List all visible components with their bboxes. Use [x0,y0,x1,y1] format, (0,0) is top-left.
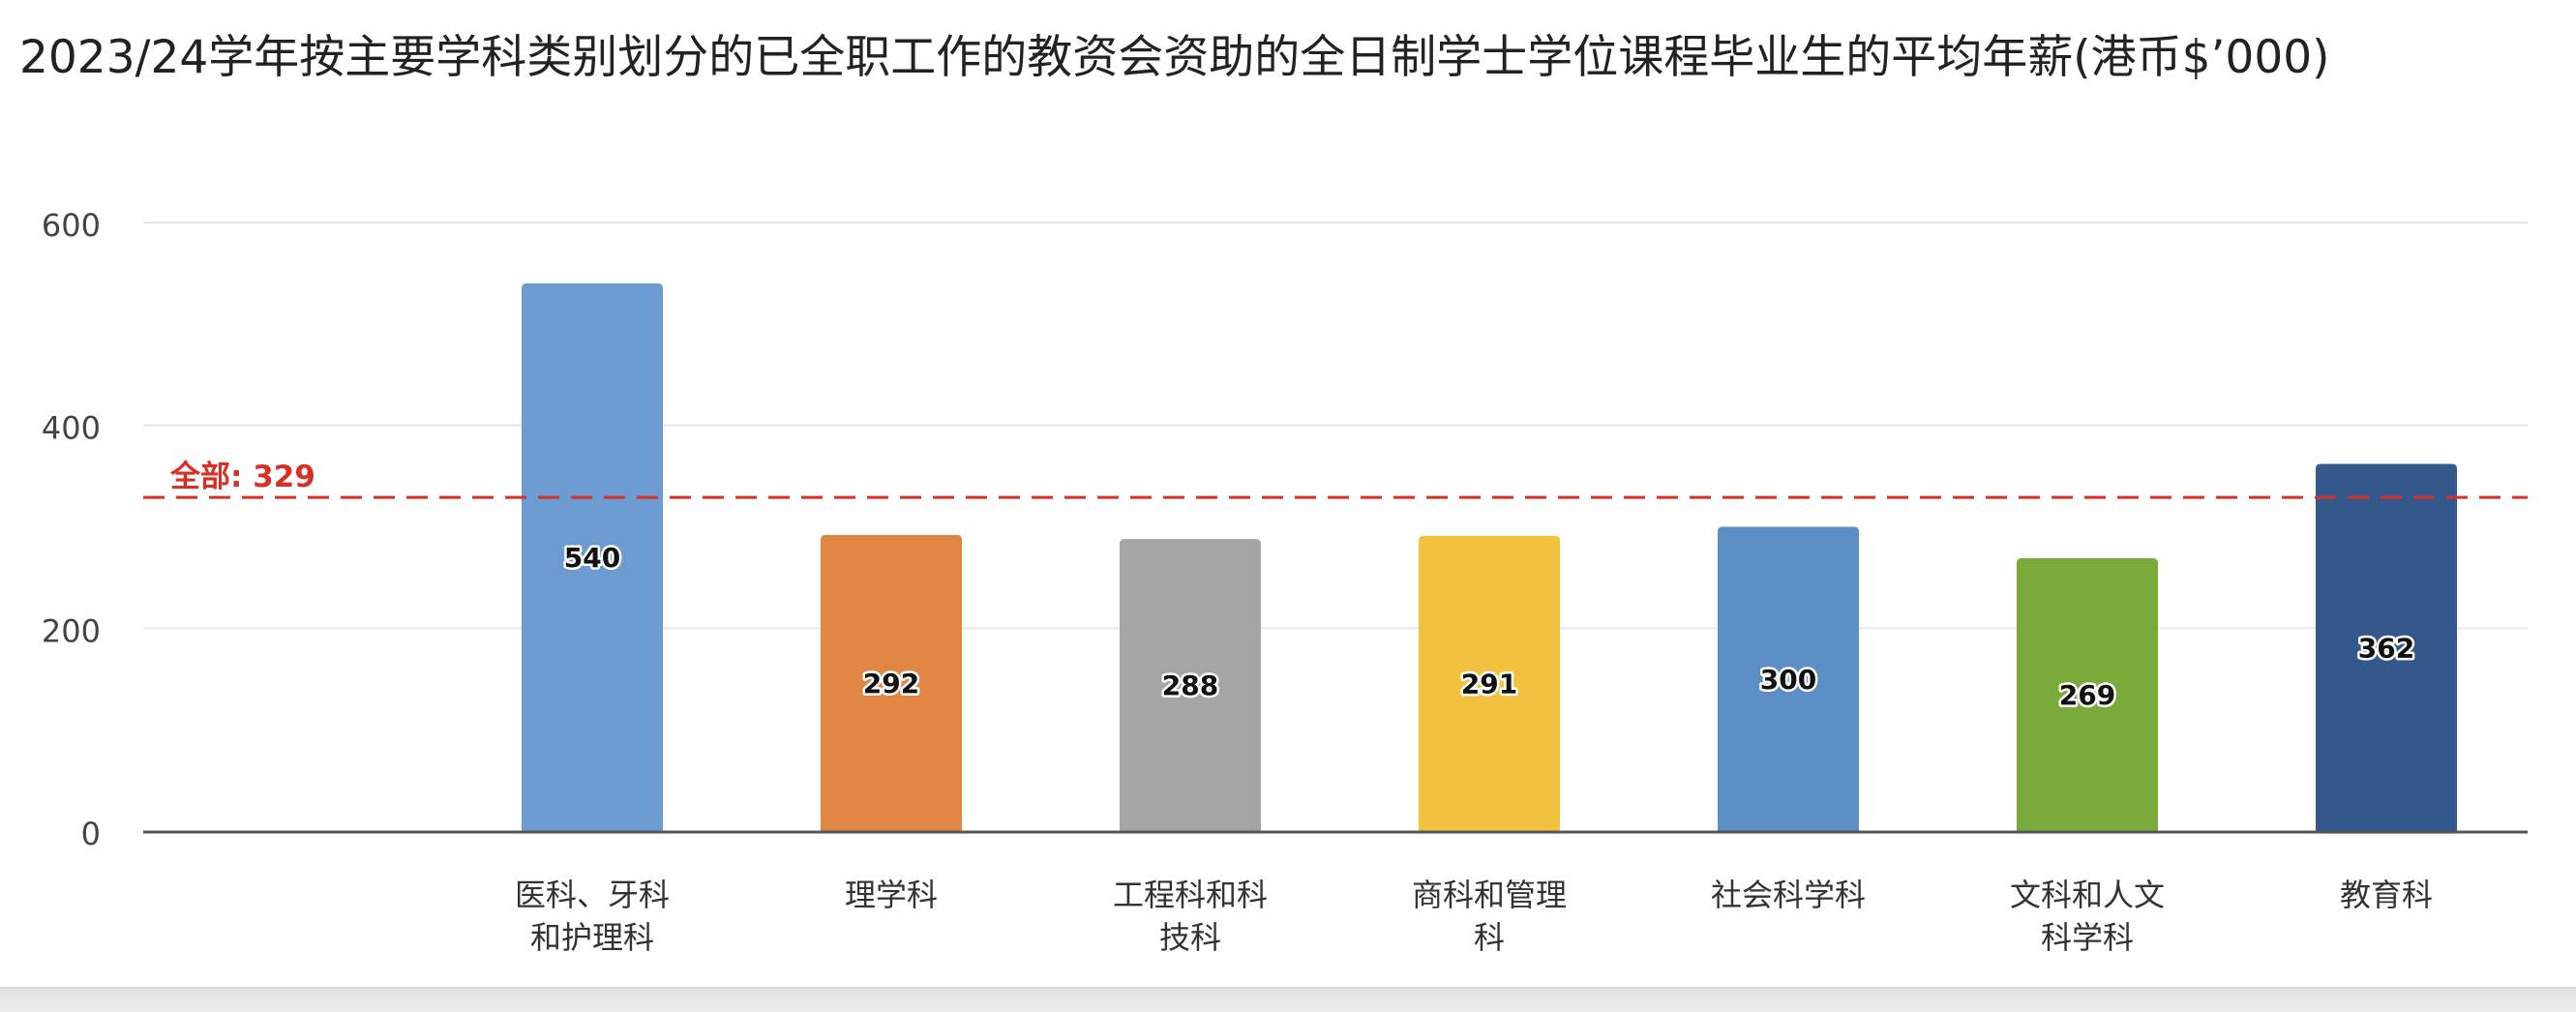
data-label: 288 [1162,670,1218,701]
bar [1419,535,1560,831]
bar [1120,539,1261,831]
data-label: 291 [1461,668,1517,699]
x-tick-label: 工程科和科技科 [1113,877,1268,956]
y-tick-label: 0 [81,816,101,852]
data-label: 300 [1760,664,1816,696]
bar-chart: 0 200 400 600 全部: 329 540 292 288 291 300 269 362 医科… [42,207,2528,956]
data-label: 540 [564,542,620,574]
bar [2017,557,2158,831]
y-tick-label: 400 [42,410,101,447]
y-tick-label: 600 [42,207,101,244]
x-tick-label: 文科和人文科学科 [2010,877,2165,956]
bar [2316,463,2457,831]
x-tick-label: 理学科 [845,877,938,913]
x-tick-label: 教育科 [2340,877,2433,913]
window-bottom-border [0,987,2576,1012]
average-reference-label: 全部: 329 [169,460,315,494]
x-tick-label: 医科、牙科和护理科 [515,877,670,956]
x-tick-label: 社会科学科 [1711,877,1866,913]
chart-title: 2023/24学年按主要学科类别划分的已全职工作的教资会资助的全日制学士学位课程… [19,31,2330,84]
data-label: 269 [2059,679,2115,711]
bar [821,534,962,831]
bar [522,283,663,831]
data-label: 292 [863,668,919,699]
data-label: 362 [2358,632,2414,664]
x-tick-label: 商科和管理科 [1412,877,1567,956]
y-tick-label: 200 [42,612,101,649]
bar [1718,526,1859,831]
